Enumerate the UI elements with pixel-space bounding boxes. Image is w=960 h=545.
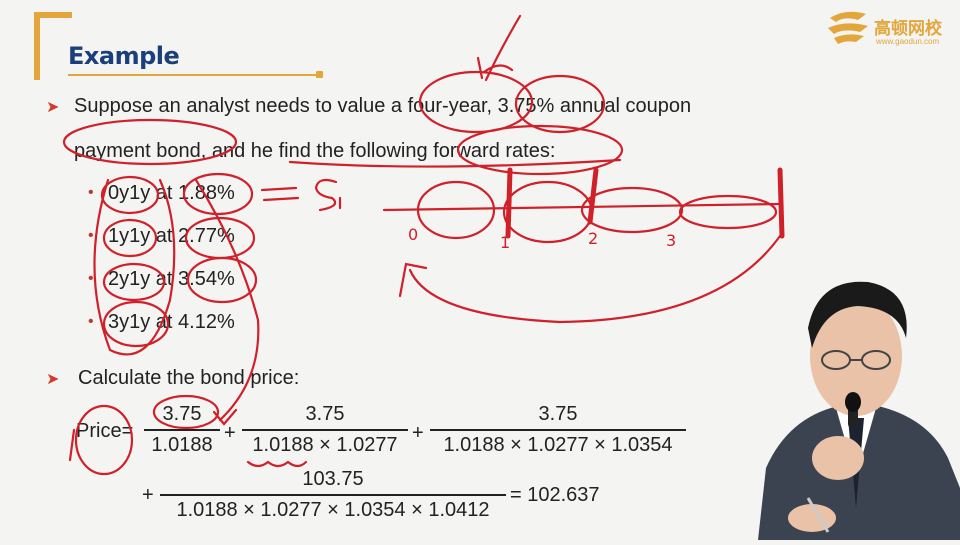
- sub-bullet-dot: •: [88, 313, 94, 330]
- slide-title: Example: [68, 42, 180, 70]
- bullet-arrow-icon: ➤: [46, 371, 60, 388]
- formula-lhs: Price=: [76, 420, 134, 442]
- term-4-numerator: 103.75: [302, 468, 364, 490]
- fraction-bar: [144, 429, 220, 431]
- term-2-numerator: 3.75: [305, 403, 345, 425]
- bullet-1-line-1: Suppose an analyst needs to value a four…: [74, 95, 692, 117]
- bullet-arrow-icon: ➤: [46, 99, 60, 116]
- formula-term-1: 3.75 1.0188: [144, 403, 220, 457]
- plus-sign: +: [412, 422, 424, 444]
- forward-rate-2: 2y1y at 3.54%: [108, 268, 235, 290]
- term-3-denominator: 1.0188 × 1.0277 × 1.0354: [443, 433, 673, 456]
- presenter-video: [748, 268, 960, 540]
- plus-sign: +: [142, 484, 154, 506]
- plus-sign: +: [224, 422, 236, 444]
- formula-term-3: 3.75 1.0188 × 1.0277 × 1.0354: [430, 403, 686, 457]
- forward-rate-1: 1y1y at 2.77%: [108, 225, 235, 247]
- gaodun-logo: 高顿网校 www.gaodun.com: [826, 8, 956, 48]
- title-corner-bracket: [34, 12, 72, 80]
- title-underline-dot: [316, 71, 323, 78]
- term-1-numerator: 3.75: [162, 403, 202, 425]
- sub-bullet-dot: •: [88, 270, 94, 287]
- forward-rate-3: 3y1y at 4.12%: [108, 311, 235, 333]
- logo-mark-icon: [828, 11, 868, 44]
- logo-text: 高顿网校: [874, 19, 942, 39]
- sub-bullet-dot: •: [88, 227, 94, 244]
- formula-term-4: 103.75 1.0188 × 1.0277 × 1.0354 × 1.0412: [160, 468, 506, 522]
- term-1-denominator: 1.0188: [151, 433, 213, 456]
- formula-result: = 102.637: [510, 484, 600, 506]
- sub-bullet-dot: •: [88, 184, 94, 201]
- presenter-image: [758, 281, 960, 540]
- formula-term-2: 3.75 1.0188 × 1.0277: [242, 403, 408, 457]
- logo-url: www.gaodun.com: [876, 37, 940, 46]
- fraction-bar: [160, 494, 506, 496]
- forward-rate-0: 0y1y at 1.88%: [108, 182, 235, 204]
- bullet-2-text: Calculate the bond price:: [78, 367, 300, 389]
- term-2-denominator: 1.0188 × 1.0277: [252, 433, 398, 456]
- term-4-denominator: 1.0188 × 1.0277 × 1.0354 × 1.0412: [176, 498, 490, 521]
- fraction-bar: [242, 429, 408, 431]
- fraction-bar: [430, 429, 686, 431]
- bullet-1-line-2: payment bond, and he find the following …: [74, 140, 556, 162]
- title-underline: [68, 74, 320, 76]
- term-3-numerator: 3.75: [538, 403, 578, 425]
